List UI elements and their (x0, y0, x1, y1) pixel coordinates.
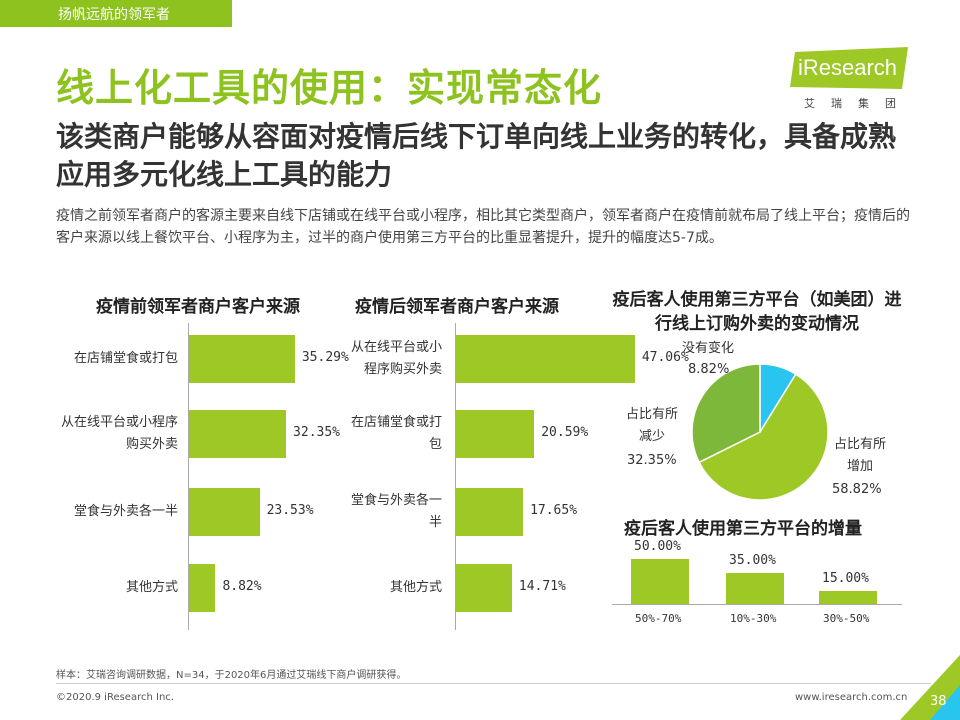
bar-axis (455, 323, 456, 630)
chart-title: 疫后客人使用第三方平台（如美团）进行线上订购外卖的变动情况 (612, 290, 902, 334)
bar-4 (456, 564, 512, 612)
category-label: 从在线平台或小程序购买外卖 (60, 415, 178, 452)
pie-value-increase: 58.82% (832, 482, 882, 497)
bar-axis (188, 323, 189, 630)
bar-4 (189, 564, 216, 612)
category-label: 其他方式 (125, 580, 178, 595)
pie-label-increase: 占比有所增加 (833, 437, 886, 474)
data-label: 15.00% (822, 570, 869, 586)
logo-subtext: 艾瑞集团 (804, 97, 912, 110)
data-label: 35.29% (301, 350, 349, 365)
pie-value-decrease: 32.35% (627, 453, 677, 468)
chart-title: 疫后客人使用第三方平台的增量 (624, 519, 862, 539)
page-subtitle: 该类商户能够从容面对疫情后线下订单向线上业务的转化，具备成熟应用多元化线上工具的… (56, 120, 897, 191)
page-number: 38 (930, 694, 947, 709)
data-label: 14.71% (518, 579, 566, 594)
bar-baseline (612, 604, 902, 605)
bar-2 (456, 410, 535, 458)
bar-2 (189, 410, 287, 458)
category-label: 在店铺堂食或打包 (73, 351, 178, 366)
pie-label-decrease: 占比有所减少 (625, 407, 678, 444)
logo-text: iResearch (798, 55, 898, 80)
sample-note: 样本：艾瑞咨询调研数据，N=34，于2020年6月通过艾瑞线下商户调研获得。 (56, 670, 407, 681)
bar-1 (456, 335, 635, 383)
category-label: 在店铺堂食或打包 (350, 415, 442, 452)
category-label: 堂食与外卖各一半 (73, 504, 178, 519)
data-label: 50.00% (634, 539, 681, 554)
data-label: 23.53% (266, 503, 314, 518)
category-label: 50%-70% (635, 612, 682, 625)
pie-label-none: 没有变化 (682, 341, 735, 356)
chart-title: 疫情前领军者商户客户来源 (96, 297, 300, 317)
data-label: 47.06% (641, 350, 689, 365)
category-label: 从在线平台或小程序购买外卖 (350, 340, 442, 377)
category-label: 30%-50% (823, 612, 870, 625)
bar-3 (819, 590, 877, 604)
pie-slice (698, 373, 829, 501)
bar-3 (456, 488, 524, 536)
page-title: 线上化工具的使用：实现常态化 (56, 66, 603, 110)
logo-shape (790, 47, 908, 89)
pie-slice (759, 363, 797, 435)
bar-3 (189, 488, 260, 536)
pie-value-none: 8.82% (688, 362, 730, 377)
footer-url: www.iresearch.com.cn (795, 692, 908, 703)
footer-divider (56, 683, 931, 684)
data-label: 35.00% (729, 552, 776, 568)
iresearch-logo: iResearch 艾瑞集团 (790, 47, 910, 112)
section-tag-bar (0, 0, 232, 27)
data-label: 32.35% (293, 425, 341, 440)
category-label: 堂食与外卖各一半 (350, 493, 442, 530)
bar-1 (631, 559, 689, 604)
data-label: 8.82% (222, 579, 262, 594)
section-tag: 扬帆远航的领军者 (58, 7, 170, 23)
description-text: 疫情之前领军者商户的客源主要来自线下店铺或在线平台或小程序，相比其它类型商户，领… (56, 208, 910, 246)
bar-2 (726, 572, 784, 604)
data-label: 17.65% (530, 503, 578, 518)
copyright: ©2020.9 iResearch Inc. (56, 692, 174, 703)
category-label: 10%-30% (730, 612, 777, 625)
chart-title: 疫情后领军者商户客户来源 (355, 297, 559, 317)
corner-decoration (900, 655, 960, 720)
category-label: 其他方式 (389, 580, 442, 595)
bar-1 (189, 335, 295, 383)
data-label: 20.59% (541, 425, 589, 440)
